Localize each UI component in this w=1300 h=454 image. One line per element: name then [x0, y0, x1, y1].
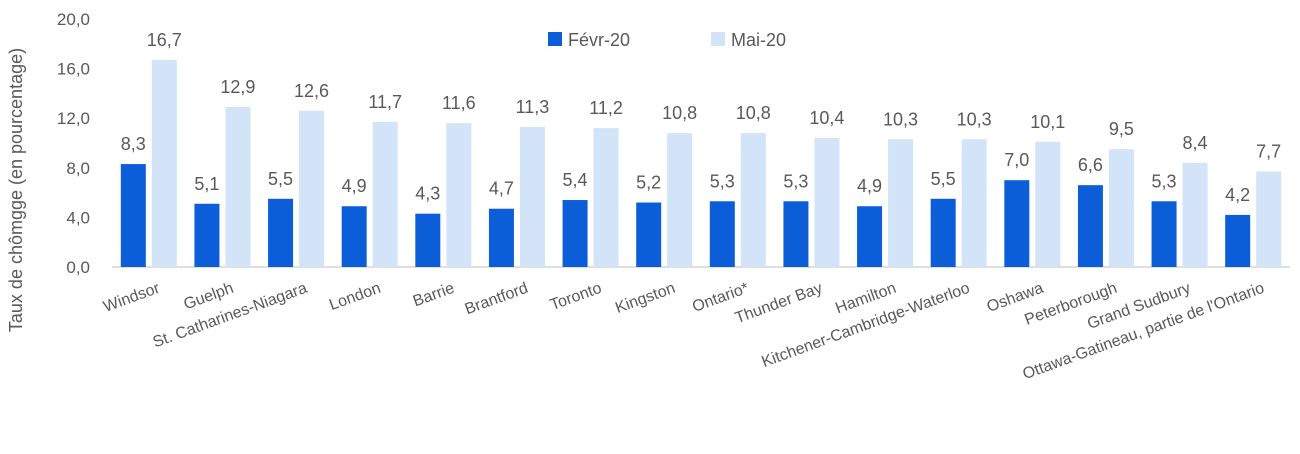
- y-tick-label: 16,0: [57, 60, 90, 79]
- bar-fevr-20: [1151, 201, 1177, 267]
- data-label-mai-20: 12,6: [294, 81, 329, 101]
- y-axis-ticks: 0,0 4,0 8,0 12,0 16,0 20,0: [57, 10, 90, 277]
- category-label: Windsor: [101, 280, 163, 316]
- data-label-mai-20: 16,7: [147, 30, 182, 50]
- data-label-fevr-20: 5,3: [1152, 171, 1177, 191]
- bar-fevr-20: [1077, 185, 1103, 267]
- category-label: Brantford: [463, 280, 531, 318]
- bar-mai-20: [961, 139, 987, 267]
- data-label-fevr-20: 4,9: [857, 176, 882, 196]
- bar-mai-20: [814, 138, 840, 267]
- bar-mai-20: [1256, 171, 1282, 267]
- bar-mai-20: [446, 123, 472, 267]
- bar-mai-20: [593, 128, 619, 267]
- data-label-mai-20: 11,6: [442, 93, 476, 113]
- bar-mai-20: [740, 133, 766, 267]
- category-label: Toronto: [548, 280, 604, 314]
- bar-fevr-20: [194, 203, 220, 267]
- data-label-fevr-20: 5,3: [710, 171, 735, 191]
- bar-mai-20: [1108, 149, 1134, 267]
- data-label-mai-20: 9,5: [1109, 119, 1134, 139]
- data-label-mai-20: 10,8: [736, 103, 771, 123]
- data-label-fevr-20: 5,5: [268, 169, 293, 189]
- y-tick-label: 4,0: [66, 208, 90, 227]
- legend-swatch-fevr-20: [548, 32, 562, 46]
- category-label: Barrie: [411, 280, 457, 311]
- data-label-mai-20: 11,3: [516, 97, 550, 117]
- category-label: London: [327, 280, 383, 314]
- bar-mai-20: [151, 59, 177, 267]
- bar-fevr-20: [783, 201, 809, 267]
- bar-fevr-20: [120, 164, 146, 267]
- y-tick-label: 0,0: [66, 258, 90, 277]
- data-label-mai-20: 11,7: [368, 92, 402, 112]
- data-label-fevr-20: 5,5: [931, 169, 956, 189]
- data-label-mai-20: 10,4: [809, 108, 844, 128]
- data-label-fevr-20: 7,0: [1004, 150, 1029, 170]
- bar-mai-20: [888, 139, 914, 267]
- bar-mai-20: [519, 126, 545, 267]
- bar-fevr-20: [636, 202, 662, 267]
- data-label-mai-20: 7,7: [1256, 142, 1281, 162]
- y-tick-label: 20,0: [57, 10, 90, 29]
- data-label-fevr-20: 5,4: [563, 170, 588, 190]
- bar-fevr-20: [1004, 180, 1030, 267]
- category-label: Kingston: [613, 280, 677, 317]
- bar-mai-20: [1182, 162, 1208, 267]
- data-label-fevr-20: 8,3: [121, 134, 146, 154]
- bar-mai-20: [1035, 141, 1061, 267]
- data-label-mai-20: 8,4: [1183, 133, 1208, 153]
- bar-mai-20: [225, 107, 251, 267]
- bars-group: [120, 59, 1282, 267]
- data-label-fevr-20: 5,1: [194, 174, 219, 194]
- data-label-mai-20: 12,9: [220, 77, 255, 97]
- y-axis-title: Taux de chômgge (en pourcentage): [6, 48, 26, 332]
- bar-fevr-20: [930, 198, 956, 267]
- bar-mai-20: [667, 133, 693, 267]
- bar-mai-20: [372, 121, 398, 267]
- data-label-mai-20: 10,8: [662, 103, 697, 123]
- bar-fevr-20: [268, 198, 294, 267]
- data-label-mai-20: 10,3: [957, 109, 992, 129]
- legend-label-mai-20: Mai-20: [731, 30, 786, 50]
- data-label-mai-20: 10,1: [1030, 112, 1065, 132]
- data-label-fevr-20: 5,3: [783, 171, 808, 191]
- bar-fevr-20: [1225, 214, 1251, 267]
- bar-fevr-20: [488, 208, 514, 267]
- legend-label-fevr-20: Févr-20: [568, 30, 630, 50]
- bar-mai-20: [299, 110, 325, 267]
- data-label-fevr-20: 5,2: [636, 173, 661, 193]
- data-label-fevr-20: 4,9: [342, 176, 367, 196]
- data-label-fevr-20: 4,3: [415, 184, 440, 204]
- bar-fevr-20: [562, 200, 588, 267]
- data-label-mai-20: 11,2: [589, 98, 623, 118]
- data-label-fevr-20: 6,6: [1078, 155, 1103, 175]
- legend: Févr-20 Mai-20: [548, 30, 786, 50]
- data-label-fevr-20: 4,7: [489, 179, 514, 199]
- data-label-mai-20: 10,3: [883, 109, 918, 129]
- bar-fevr-20: [709, 201, 735, 267]
- y-tick-label: 8,0: [66, 159, 90, 178]
- bar-fevr-20: [415, 213, 441, 267]
- data-labels-group: 8,3 16,7 5,1 12,9 5,5 12,6 4,9 11,7 4,3 11,6 4,7 11…: [121, 30, 1281, 205]
- bar-fevr-20: [857, 206, 883, 267]
- y-tick-label: 12,0: [57, 109, 90, 128]
- legend-swatch-mai-20: [711, 32, 725, 46]
- data-label-fevr-20: 4,2: [1225, 185, 1250, 205]
- bar-fevr-20: [341, 206, 367, 267]
